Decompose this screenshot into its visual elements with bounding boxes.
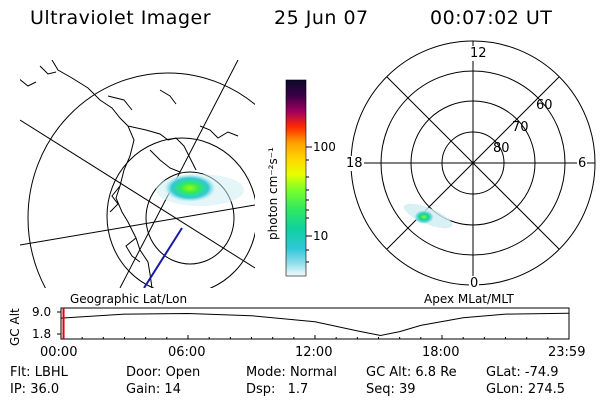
status-mode-label: Mode: xyxy=(246,365,286,380)
geo-meridian-3 xyxy=(119,60,239,288)
altitude-xtick-2359: 23:59 xyxy=(548,345,586,360)
mlat-label-70: 70 xyxy=(512,120,529,135)
mag-panel-label: Apex MLat/MLT xyxy=(424,292,514,306)
status-seq: Seq: 39 xyxy=(366,382,416,397)
altitude-xtick-1200: 12:00 xyxy=(295,345,333,360)
status-glat-value: -74.9 xyxy=(524,365,559,380)
time-label: 00:07:02 UT xyxy=(430,7,553,29)
status-glon-value: 274.5 xyxy=(527,382,566,397)
aurora-blob-geo xyxy=(164,174,216,202)
status-seq-label: Seq: xyxy=(366,382,395,397)
status-mode: Mode: Normal xyxy=(246,365,337,380)
geo-lat-circle-inner xyxy=(145,171,235,265)
status-glat: GLat: -74.9 xyxy=(486,365,559,380)
altitude-xtick-0000: 00:00 xyxy=(40,345,78,360)
status-gain-value: 14 xyxy=(164,382,181,397)
colorbar-gradient xyxy=(285,79,307,277)
mlat-label-60: 60 xyxy=(536,98,553,113)
altitude-xtick-1800: 18:00 xyxy=(422,345,460,360)
geo-meridian-2 xyxy=(20,204,255,246)
mlt-label-18: 18 xyxy=(345,156,364,171)
status-glat-label: GLat: xyxy=(486,365,521,380)
status-mode-value: Normal xyxy=(289,365,337,380)
status-dsp-value: 1.7 xyxy=(287,382,309,397)
date-label: 25 Jun 07 xyxy=(274,7,369,29)
status-dsp-label: Dsp: xyxy=(246,382,276,397)
status-gc-alt-label: GC Alt: xyxy=(366,365,412,380)
status-door: Door: Open xyxy=(126,365,200,380)
status-dsp: Dsp: 1.7 xyxy=(246,382,308,397)
app-title: Ultraviolet Imager xyxy=(30,7,212,29)
mlt-line-diag-1 xyxy=(386,76,560,250)
status-door-value: Open xyxy=(165,365,201,380)
mlt-label-12: 12 xyxy=(469,46,488,61)
status-flt: Flt: LBHL xyxy=(10,365,68,380)
altitude-curve xyxy=(60,312,569,337)
mlt-line-diag-2 xyxy=(386,76,560,250)
status-glon-label: GLon: xyxy=(486,382,524,397)
status-ip-label: IP: xyxy=(10,382,27,397)
status-flt-label: Flt: xyxy=(10,365,31,380)
colorbar-tick-label-10: 10 xyxy=(313,229,329,243)
altitude-frame xyxy=(60,307,570,340)
mlt-label-0: 0 xyxy=(469,276,480,291)
mlat-label-80: 80 xyxy=(493,141,510,156)
altitude-ytick-9: 9.0 xyxy=(32,305,52,319)
status-seq-value: 39 xyxy=(399,382,416,397)
coastline xyxy=(20,60,239,288)
aurora-blob-mag xyxy=(414,210,434,224)
status-ip: IP: 36.0 xyxy=(10,382,59,397)
aurora-haze-mag xyxy=(403,203,453,229)
mlt-label-6: 6 xyxy=(577,156,588,171)
status-gain-label: Gain: xyxy=(126,382,161,397)
geo-panel-label: Geographic Lat/Lon xyxy=(70,292,188,306)
altitude-xtick-0600: 06:00 xyxy=(168,345,206,360)
mlat-circle-50 xyxy=(350,40,596,286)
aurora-haze-geo xyxy=(156,174,244,206)
status-glon: GLon: 274.5 xyxy=(486,382,565,397)
altitude-ytick-1-8: 1.8 xyxy=(32,327,52,341)
colorbar-tick-label-100: 100 xyxy=(313,140,336,154)
satellite-track xyxy=(143,227,183,288)
geo-meridian-1 xyxy=(20,119,255,269)
status-door-label: Door: xyxy=(126,365,162,380)
colorbar-unit-label: photon cm⁻²s⁻¹ xyxy=(266,147,280,240)
status-gc-alt-value: 6.8 Re xyxy=(415,365,457,380)
status-gain: Gain: 14 xyxy=(126,382,181,397)
status-gc-alt: GC Alt: 6.8 Re xyxy=(366,365,457,380)
status-ip-value: 36.0 xyxy=(30,382,60,397)
geo-lat-circle-mid xyxy=(106,137,255,288)
status-flt-value: LBHL xyxy=(34,365,68,380)
altitude-ylabel: GC Alt xyxy=(8,308,22,346)
